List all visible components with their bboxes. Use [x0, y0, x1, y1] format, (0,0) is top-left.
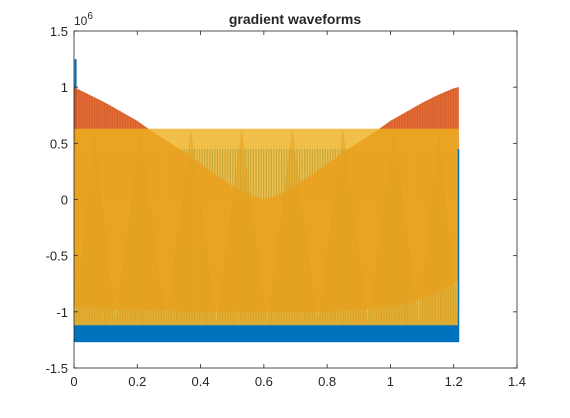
series-3-triangle — [74, 128, 116, 324]
series-3-triangle — [165, 128, 217, 324]
series-3-triangle — [317, 128, 369, 324]
y-tick-label: 0.5 — [50, 136, 68, 151]
y-tick-label: -1.5 — [46, 361, 68, 376]
series-3-triangle — [418, 128, 459, 324]
x-tick-label: 1.4 — [508, 374, 526, 389]
x-tick-label: 0 — [70, 374, 77, 389]
plot-area — [74, 59, 460, 343]
x-tick-label: 0.8 — [318, 374, 336, 389]
y-exponent-label: 106 — [74, 11, 93, 28]
y-tick-label: -0.5 — [46, 249, 68, 264]
x-tick-label: 0.4 — [192, 374, 210, 389]
x-tick-label: 1 — [387, 374, 394, 389]
x-axis: 0 0.2 0.4 0.6 0.8 1 1.2 1.4 — [70, 31, 526, 389]
chart-title: gradient waveforms — [229, 11, 361, 27]
series-3-triangle — [368, 128, 419, 324]
series-1-band — [74, 324, 459, 343]
y-tick-label: 1 — [61, 80, 68, 95]
y-tick-label: 1.5 — [50, 24, 68, 39]
y-exponent-power: 6 — [87, 11, 93, 22]
series-3-triangle — [115, 128, 166, 324]
y-tick-label: -1 — [56, 305, 68, 320]
series-3-stripes — [74, 128, 460, 326]
y-tick-label: 0 — [61, 193, 68, 208]
y-exponent-base: 10 — [74, 14, 88, 28]
x-tick-label: 0.2 — [128, 374, 146, 389]
x-tick-label: 0.6 — [255, 374, 273, 389]
x-tick-label: 1.2 — [445, 374, 463, 389]
series-3-triangle — [216, 128, 268, 324]
y-axis: 1.5 1 0.5 0 -0.5 -1 -1.5 — [46, 24, 517, 376]
series-3-triangle — [267, 128, 318, 324]
